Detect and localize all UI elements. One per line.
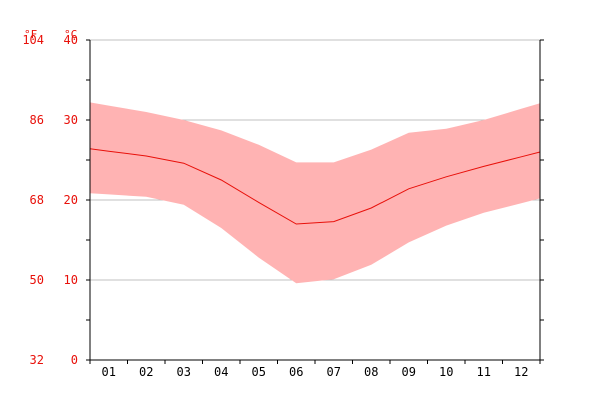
- x-tick-label: 06: [289, 365, 303, 379]
- y-tick-label-fahrenheit: 86: [30, 113, 44, 127]
- x-tick-label: 07: [327, 365, 341, 379]
- y-tick-label-celsius: 20: [64, 193, 78, 207]
- y-tick-label-celsius: 10: [64, 273, 78, 287]
- x-tick-label: 09: [402, 365, 416, 379]
- x-tick-label: 08: [364, 365, 378, 379]
- x-tick-label: 01: [102, 365, 116, 379]
- fahrenheit-unit-label: °F: [24, 28, 37, 41]
- temperature-range-band: [90, 102, 540, 284]
- y-tick-label-fahrenheit: 32: [30, 353, 44, 367]
- x-tick-label: 02: [139, 365, 153, 379]
- mean-temperature-line: [89, 148, 541, 225]
- x-axis-tick-labels: 01 02 03 04 05 06 07 08 09 10 11 12: [102, 365, 529, 379]
- y-tick-label-fahrenheit: 68: [30, 193, 44, 207]
- y-tick-label-celsius: 30: [64, 113, 78, 127]
- y-tick-label-fahrenheit: 104: [22, 33, 44, 47]
- y-tick-label-celsius: 40: [64, 33, 78, 47]
- y-tick-label-fahrenheit: 50: [30, 273, 44, 287]
- x-tick-label: 11: [477, 365, 491, 379]
- y-tick-label-celsius: 0: [71, 353, 78, 367]
- x-tick-label: 03: [177, 365, 191, 379]
- y-axis-tick-labels: 0 32 10 50 20 68 30 86 40 104: [22, 33, 78, 367]
- x-tick-label: 05: [252, 365, 266, 379]
- x-tick-label: 12: [514, 365, 528, 379]
- celsius-unit-label: °C: [64, 28, 77, 41]
- x-tick-label: 10: [439, 365, 453, 379]
- axes: [86, 39, 544, 364]
- x-tick-label: 04: [214, 365, 228, 379]
